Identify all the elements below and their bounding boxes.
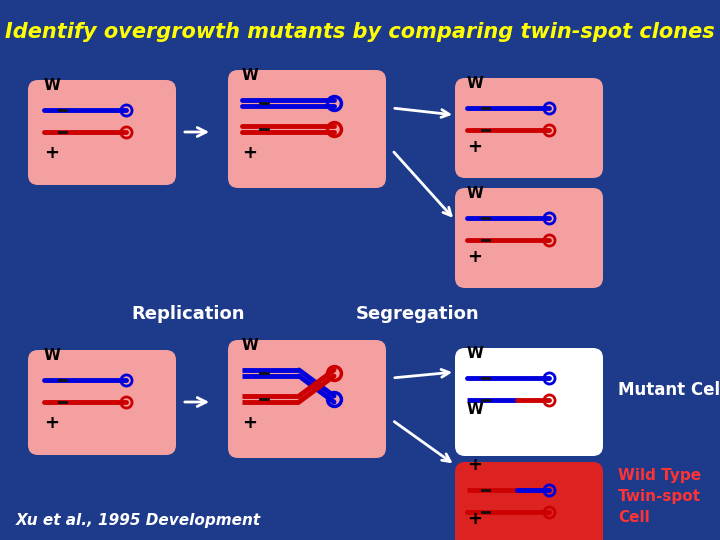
Text: Xu et al., 1995 Development: Xu et al., 1995 Development <box>16 513 261 528</box>
Text: +: + <box>44 414 59 432</box>
Text: +: + <box>467 456 482 474</box>
Text: Mutant Cell: Mutant Cell <box>618 381 720 399</box>
Text: +: + <box>467 138 482 156</box>
Text: W: W <box>467 186 484 201</box>
Text: W: W <box>467 402 484 417</box>
Text: Wild Type
Twin-spot
Cell: Wild Type Twin-spot Cell <box>618 468 701 525</box>
FancyBboxPatch shape <box>455 188 603 288</box>
Text: Segregation: Segregation <box>356 305 480 323</box>
Text: W: W <box>44 78 61 93</box>
Text: +: + <box>467 510 482 528</box>
FancyBboxPatch shape <box>228 70 386 188</box>
Text: +: + <box>467 248 482 266</box>
Text: W: W <box>467 76 484 91</box>
Text: +: + <box>44 144 59 162</box>
FancyBboxPatch shape <box>228 340 386 458</box>
FancyBboxPatch shape <box>455 348 603 456</box>
Text: Identify overgrowth mutants by comparing twin-spot clones: Identify overgrowth mutants by comparing… <box>5 22 715 42</box>
FancyBboxPatch shape <box>455 462 603 540</box>
FancyBboxPatch shape <box>28 350 176 455</box>
Text: W: W <box>44 348 61 363</box>
Text: Replication: Replication <box>131 305 245 323</box>
FancyBboxPatch shape <box>455 78 603 178</box>
Text: +: + <box>242 414 257 432</box>
Text: W: W <box>467 346 484 361</box>
Text: W: W <box>242 338 259 353</box>
FancyBboxPatch shape <box>28 80 176 185</box>
Text: +: + <box>242 144 257 162</box>
Text: W: W <box>242 68 259 83</box>
